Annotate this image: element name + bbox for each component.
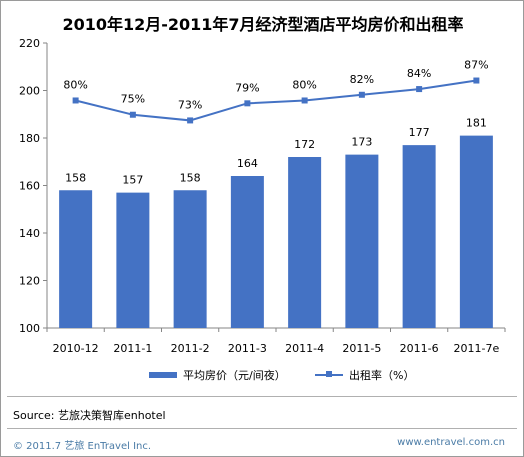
line-value-label: 75% <box>121 93 145 106</box>
line-marker <box>473 77 480 84</box>
legend-item-line: 出租率（%） <box>315 367 414 383</box>
bar <box>173 190 207 328</box>
bar-value-label: 157 <box>122 174 143 187</box>
line-marker <box>358 91 365 98</box>
bar-value-label: 177 <box>409 126 430 139</box>
line-series <box>75 79 477 122</box>
legend-label-line: 出租率（%） <box>349 369 415 382</box>
x-tick-label: 2011-3 <box>228 342 267 355</box>
legend-swatch-line <box>315 371 343 377</box>
line-value-label: 87% <box>464 59 488 72</box>
y-tick-label: 100 <box>19 322 40 335</box>
bar <box>59 190 93 328</box>
line-marker <box>244 100 251 107</box>
y-tick-label: 180 <box>19 132 40 145</box>
bar-value-label: 173 <box>351 136 372 149</box>
x-tick-label: 2011-6 <box>400 342 439 355</box>
bar-value-label: 181 <box>466 117 487 130</box>
bar <box>230 176 264 328</box>
bar <box>459 135 493 328</box>
legend-swatch-bar <box>149 372 177 378</box>
divider-top <box>7 396 517 397</box>
chart-title: 2010年12月-2011年7月经济型酒店平均房价和出租率 <box>62 15 464 34</box>
legend-label-bar: 平均房价（元/间夜） <box>183 369 286 382</box>
x-tick-label: 2010-12 <box>53 342 99 355</box>
line-marker <box>301 97 308 104</box>
chart-plot: 100 120 140 160 180 200 220 2010-12 2011-1 2011-2… <box>19 37 506 355</box>
x-tick-label: 2011-7e <box>454 342 500 355</box>
line-value-label: 82% <box>350 73 374 86</box>
y-tick-label: 140 <box>19 227 40 240</box>
bar-value-label: 158 <box>65 171 86 184</box>
legend-item-bar: 平均房价（元/间夜） <box>149 367 286 383</box>
bar-value-label: 158 <box>180 171 201 184</box>
line-value-label: 73% <box>178 98 202 111</box>
website: www.entravel.com.cn <box>397 437 505 448</box>
x-tick-label: 2011-4 <box>285 342 324 355</box>
source-note: Source: 艺旅决策智库enhotel <box>13 409 166 422</box>
line-value-label: 79% <box>235 81 259 94</box>
bar-value-label: 172 <box>294 138 315 151</box>
line-marker <box>129 111 136 118</box>
y-tick-label: 160 <box>19 180 40 193</box>
copyright: © 2011.7 艺旅 EnTravel Inc. <box>13 441 152 452</box>
bar <box>402 145 436 328</box>
line-value-label: 80% <box>292 78 316 91</box>
bar <box>288 157 322 328</box>
x-tick-label: 2011-5 <box>342 342 381 355</box>
line-marker <box>72 97 79 104</box>
y-tick-label: 220 <box>19 37 40 50</box>
line-marker <box>416 86 423 93</box>
bar <box>116 192 150 328</box>
divider-bottom <box>7 428 517 429</box>
y-tick-label: 120 <box>19 275 40 288</box>
bar <box>345 154 379 328</box>
y-tick-label: 200 <box>19 85 40 98</box>
x-tick-label: 2011-2 <box>171 342 210 355</box>
line-value-label: 80% <box>63 78 87 91</box>
x-tick-label: 2011-1 <box>113 342 152 355</box>
line-value-label: 84% <box>407 67 431 80</box>
bar-value-label: 164 <box>237 157 258 170</box>
line-marker <box>187 117 194 124</box>
